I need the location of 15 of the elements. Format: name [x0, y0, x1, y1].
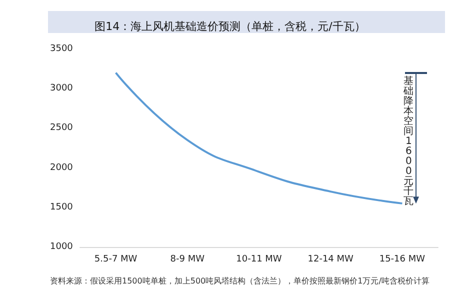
x-tick-label: 10-11 MW [236, 254, 282, 264]
x-tick-label: 15-16 MW [379, 254, 426, 264]
text: 基础降本空间1600元千瓦 [404, 76, 414, 207]
y-tick-label: 1000 [50, 242, 74, 252]
line-series [114, 72, 404, 204]
y-tick-label: 3000 [50, 84, 74, 94]
y-tick-label: 3500 [50, 44, 74, 54]
chart-title: 图14：海上风机基础造价预测（单桩，含税，元/千瓦） [94, 20, 366, 33]
x-tick-label: 8-9 MW [170, 254, 205, 264]
x-tick-label: 5.5-7 MW [94, 254, 138, 264]
y-tick-label: 1500 [50, 202, 74, 212]
x-tick-label: 12-14 MW [308, 254, 354, 264]
text: 资料来源：假设采用1500吨单桩，加上500吨风塔结构（含法兰），单价按照最新钢价1万元/吨含税价计算 [50, 276, 430, 286]
y-tick-label: 2500 [50, 123, 74, 134]
y-tick-label: 2000 [50, 162, 74, 173]
